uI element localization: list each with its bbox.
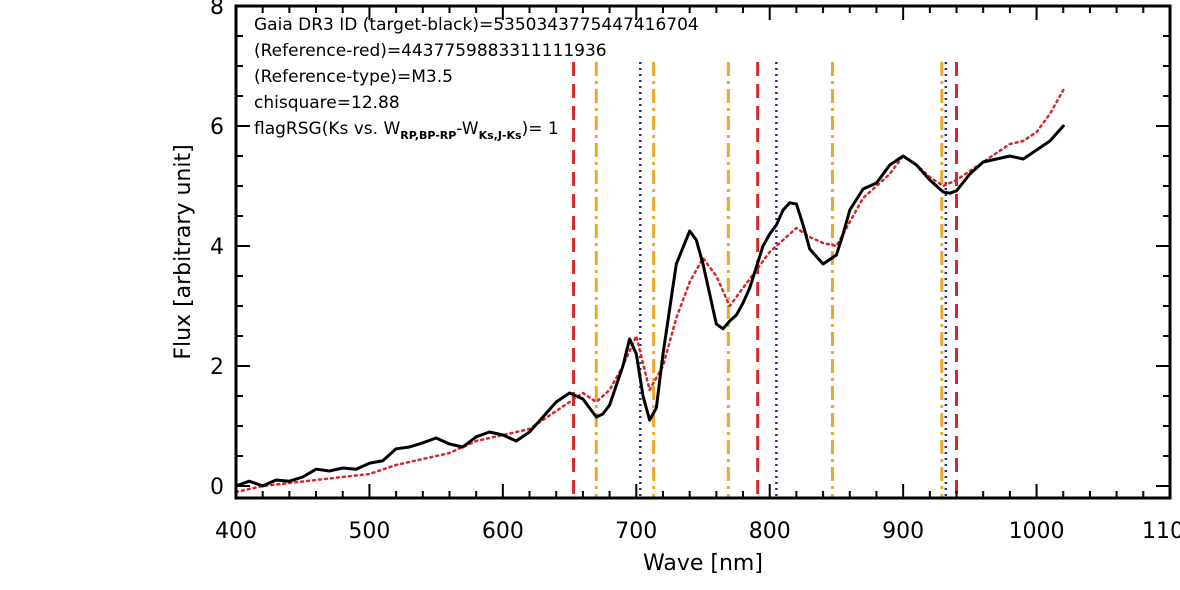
annotation-gaia-id: Gaia DR3 ID (target-black)=5350343775447… [254, 15, 699, 35]
x-tick-label: 1000 [1009, 519, 1065, 544]
annotation-chisquare: chisquare=12.88 [254, 93, 400, 113]
plot-frame [234, 4, 1172, 500]
y-tick-label: 8 [210, 0, 224, 20]
x-tick-label: 700 [615, 519, 657, 544]
x-tick-label: 600 [482, 519, 524, 544]
annotation-reference-red: (Reference-red)=4437759883311111936 [254, 41, 607, 61]
y-tick-labels: 0 2 4 6 8 [210, 0, 224, 500]
x-tick-label: 400 [215, 519, 257, 544]
flag-suffix: )= 1 [522, 119, 559, 139]
y-tick-label: 2 [210, 355, 224, 380]
y-tick-label: 4 [210, 235, 224, 260]
spectrum-series [236, 88, 1065, 494]
y-tick-label: 6 [210, 115, 224, 140]
annotation-block: Gaia DR3 ID (target-black)=5350343775447… [254, 15, 699, 142]
annotation-flag-rsg: flagRSG(Ks vs. WRP,BP-RP-WKs,J-Ks)= 1 [254, 119, 559, 142]
x-axis-label: Wave [nm] [643, 551, 763, 576]
x-tick-label: 800 [749, 519, 791, 544]
annotation-reference-type: (Reference-type)=M3.5 [254, 67, 453, 87]
y-tick-label: 0 [210, 475, 224, 500]
axis-ticks [235, 5, 1171, 498]
y-axis-label: Flux [arbitrary unit] [171, 144, 196, 359]
x-tick-label: 500 [348, 519, 390, 544]
flag-sub2: Ks,J-Ks [479, 129, 522, 142]
flag-sub1: RP,BP-RP [400, 129, 456, 142]
flag-mid: -W [456, 119, 478, 139]
flag-prefix: flagRSG(Ks vs. W [254, 119, 400, 139]
vertical-reference-lines [572, 62, 959, 498]
target-spectrum-line [236, 124, 1065, 488]
reference-spectrum-line [236, 88, 1065, 494]
x-tick-label: 900 [882, 519, 924, 544]
